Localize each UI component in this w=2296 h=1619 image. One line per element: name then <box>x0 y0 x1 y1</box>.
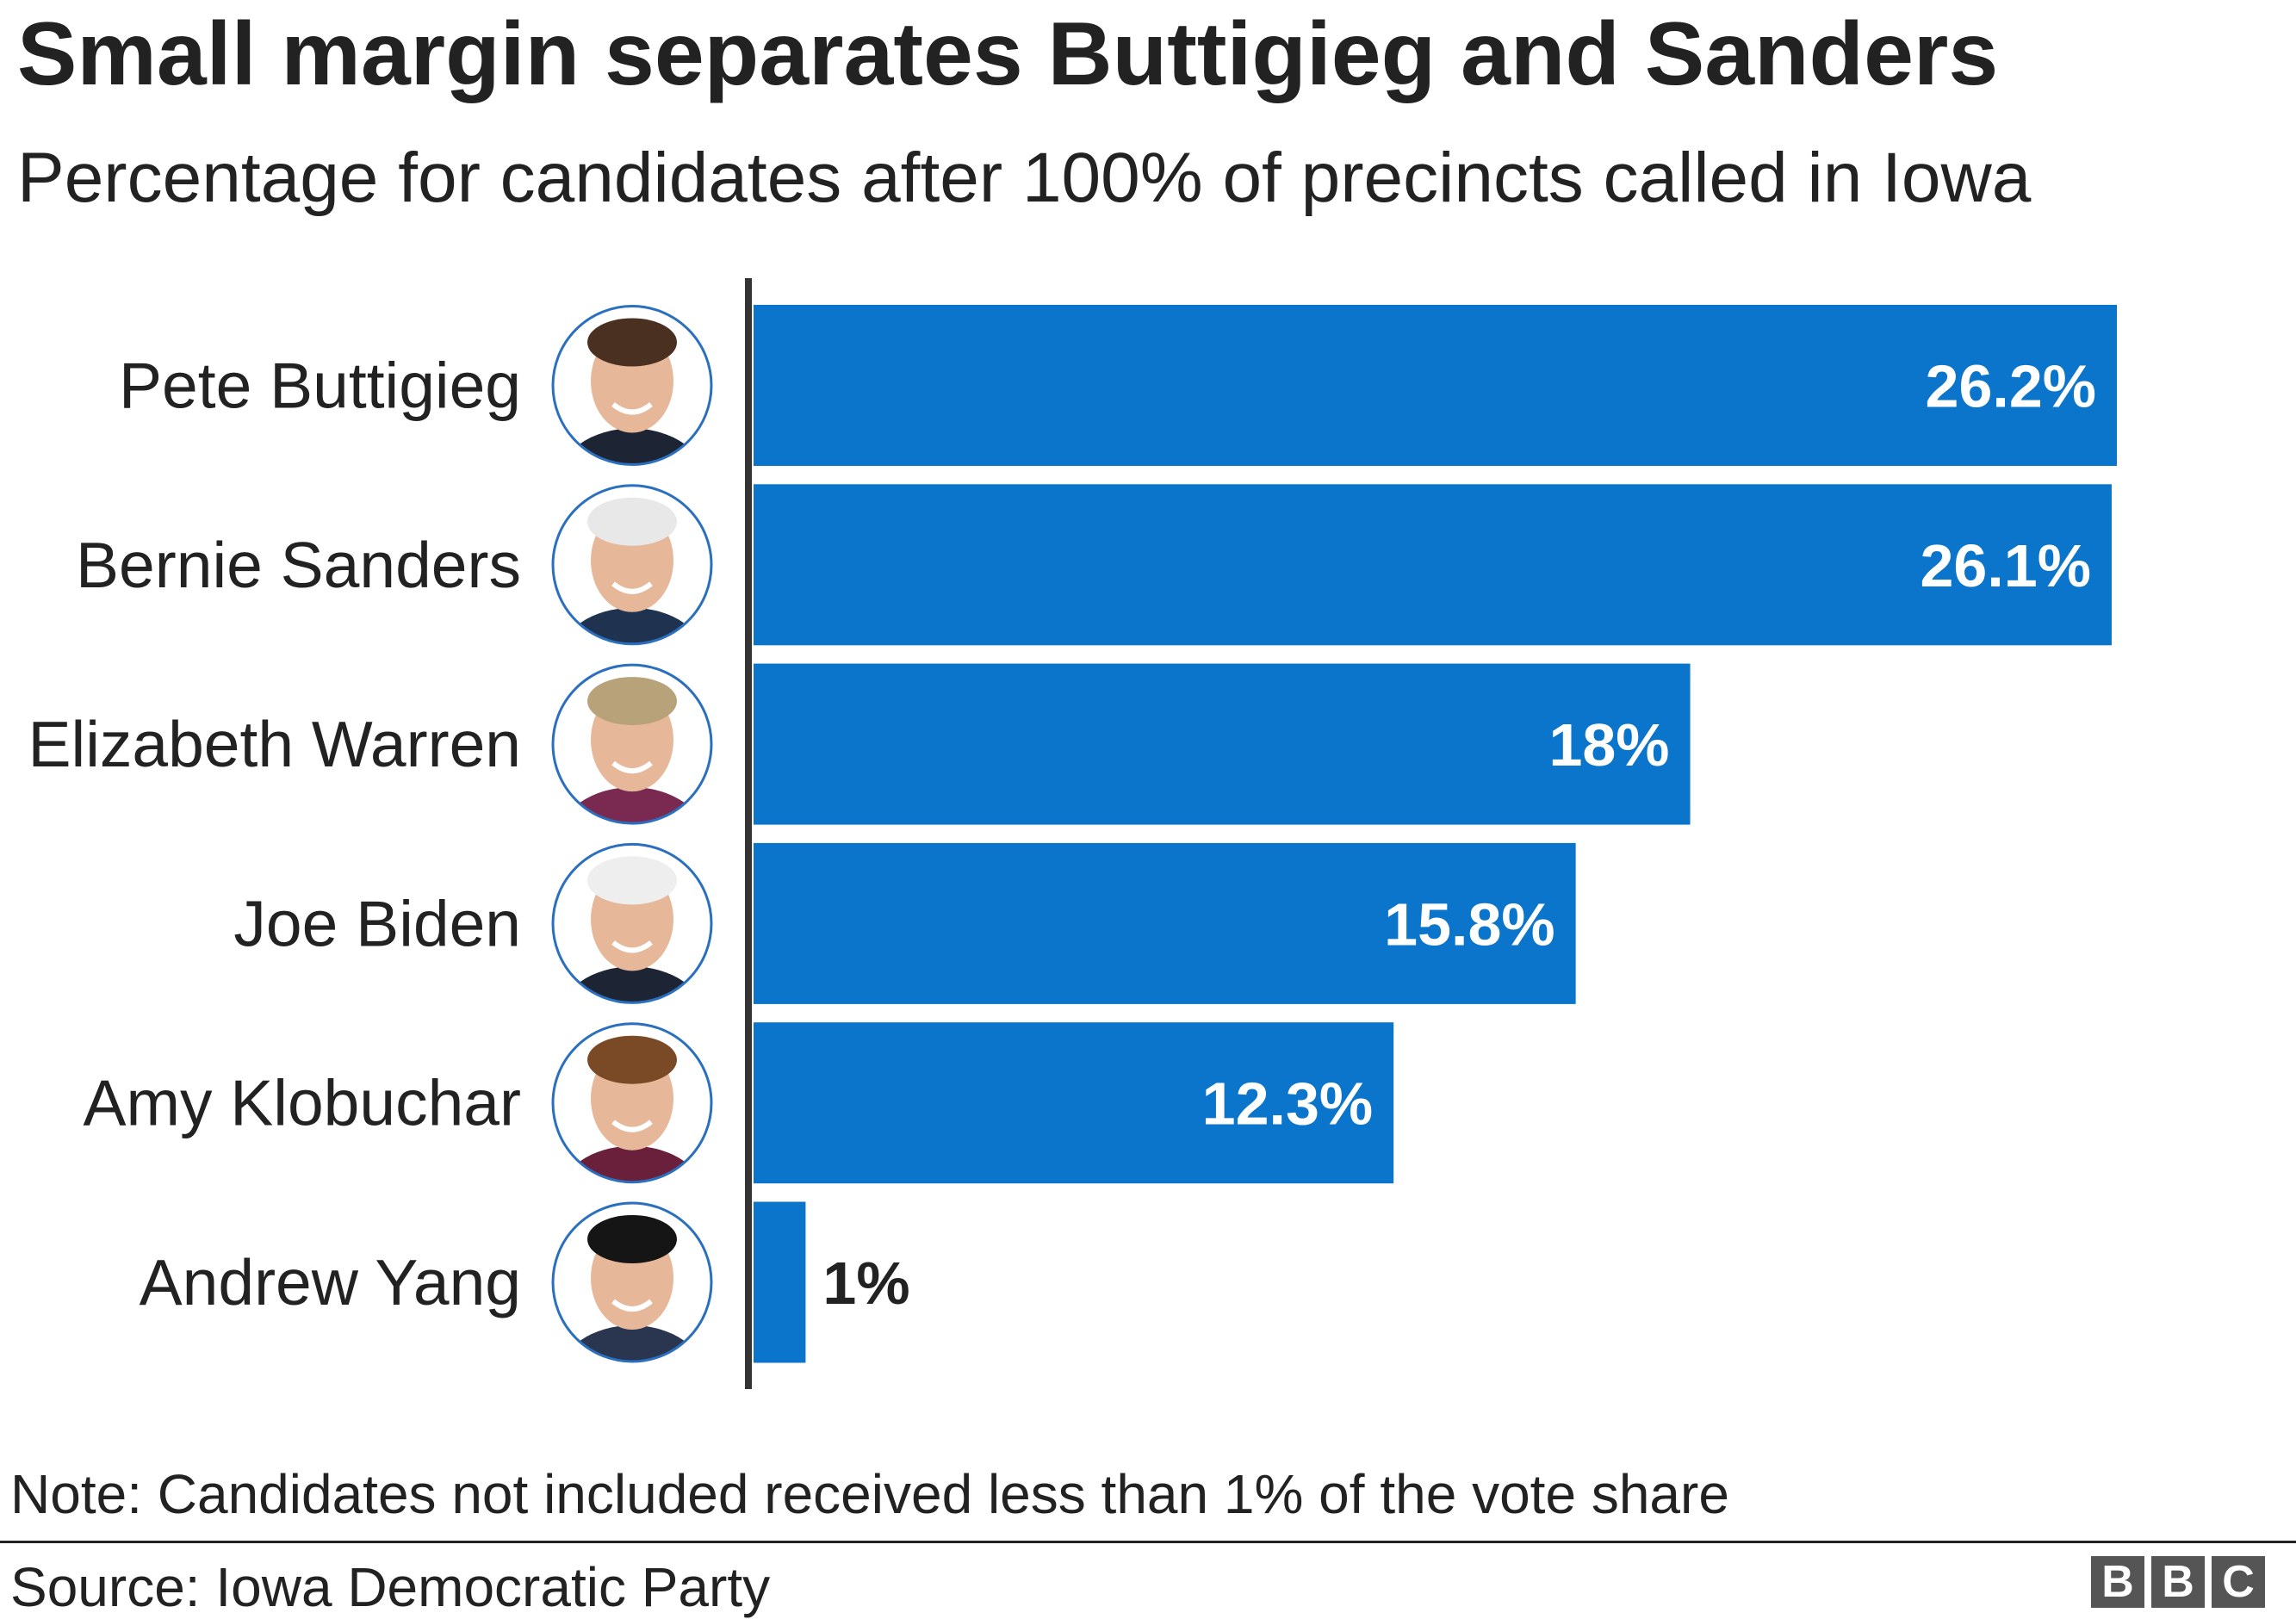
value-label: 26.2% <box>1926 353 2096 420</box>
value-label: 1% <box>822 1250 909 1317</box>
bar <box>754 1201 806 1363</box>
chart-note: Note: Candidates not included received l… <box>10 1463 1729 1525</box>
candidate-photo-icon <box>551 1201 713 1363</box>
bar <box>754 1022 1394 1184</box>
value-label: 12.3% <box>1202 1070 1373 1138</box>
candidate-photo-icon <box>551 305 713 466</box>
chart-subtitle: Percentage for candidates after 100% of … <box>17 139 2032 217</box>
category-label: Pete Buttigieg <box>119 350 521 422</box>
bar <box>754 305 2117 466</box>
hair <box>587 1215 677 1263</box>
photo-ring <box>551 305 713 466</box>
logo-letter: C <box>2212 1556 2265 1608</box>
candidate-photo-icon <box>551 842 713 1004</box>
smile <box>611 581 653 594</box>
value-label: 26.1% <box>1920 532 2090 599</box>
smile <box>611 402 653 415</box>
chart-title: Small margin separates Buttigieg and San… <box>17 4 1999 104</box>
shoulders <box>559 1325 705 1362</box>
bar <box>754 663 1691 825</box>
bar-chart: Pete Buttigieg 26.2% Bernie Sanders 26.1% El… <box>28 278 2117 1389</box>
logo-letter: B <box>2151 1556 2205 1608</box>
logo-letter: B <box>2091 1556 2144 1608</box>
hair <box>587 677 677 726</box>
candidate-photo-icon <box>551 663 713 825</box>
photo <box>553 1203 711 1362</box>
chart-source: Source: Iowa Democratic Party <box>10 1556 771 1618</box>
hair <box>587 497 677 546</box>
category-label: Joe Biden <box>233 887 521 959</box>
category-label: Andrew Yang <box>140 1246 521 1318</box>
smile <box>611 1299 653 1312</box>
axis-line <box>745 278 752 1389</box>
hair <box>587 318 677 367</box>
smile <box>611 1120 653 1132</box>
bar <box>754 484 2112 646</box>
hair <box>587 856 677 905</box>
smile <box>611 760 653 774</box>
photo-ring <box>551 484 713 646</box>
photo-ring <box>551 663 713 825</box>
candidate-photo-icon <box>551 1022 713 1184</box>
hair <box>587 1035 677 1084</box>
category-label: Amy Klobuchar <box>83 1067 521 1139</box>
photo-ring <box>551 1201 713 1363</box>
category-label: Bernie Sanders <box>76 529 521 601</box>
footer-divider <box>0 1541 2296 1543</box>
candidate-photo-icon <box>551 484 713 646</box>
photo-ring <box>551 842 713 1004</box>
smile <box>611 940 653 953</box>
photo-ring <box>551 1022 713 1184</box>
value-label: 15.8% <box>1384 890 1554 958</box>
value-label: 18% <box>1548 711 1669 778</box>
bar <box>754 842 1576 1004</box>
category-label: Elizabeth Warren <box>28 708 521 780</box>
